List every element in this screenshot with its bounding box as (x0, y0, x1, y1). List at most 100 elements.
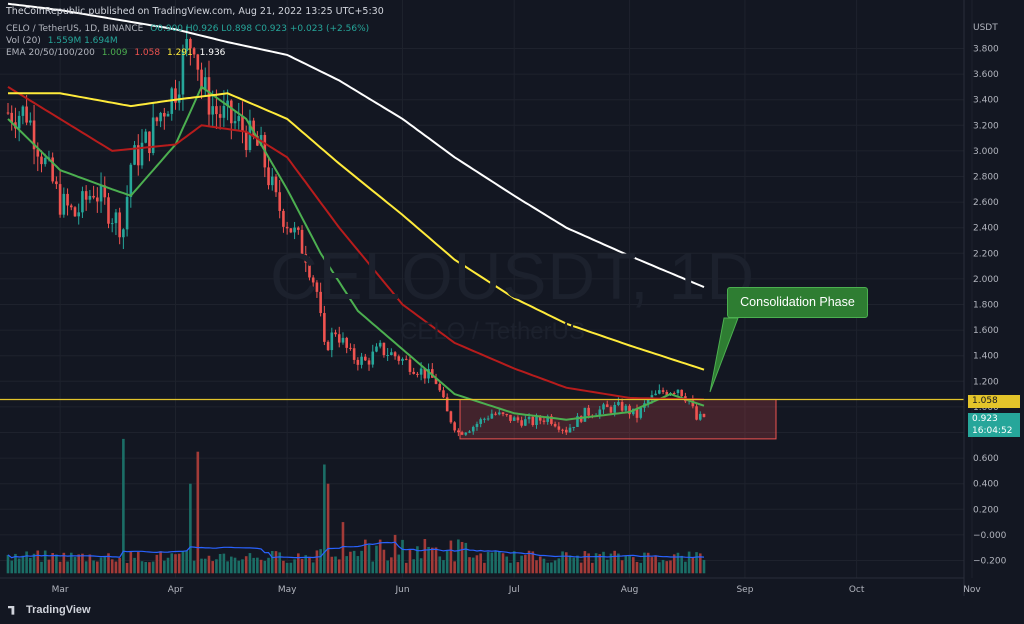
volume-bar (531, 551, 535, 574)
candle-body (412, 371, 415, 374)
volume-bar (29, 557, 32, 574)
volume-bar (427, 546, 430, 574)
symbol-legend[interactable]: CELO / TetherUS, 1D, BINANCE O0.900 H0.9… (6, 24, 369, 35)
volume-bar (140, 561, 144, 574)
volume-bar (553, 560, 557, 574)
candle-body (676, 389, 680, 394)
price-tick-label: −0.000 (973, 531, 1007, 541)
volume-bar (230, 556, 233, 574)
volume-bar (684, 561, 687, 574)
candle-body (512, 417, 516, 421)
volume-bar (43, 550, 47, 574)
candle-body (553, 423, 557, 427)
candle-body (349, 347, 352, 349)
bar-countdown: 16:04:52 (972, 426, 1013, 436)
volume-bar (501, 553, 505, 574)
volume-bar (680, 555, 683, 574)
candle-body (434, 377, 438, 384)
candle-body (445, 397, 449, 412)
volume-bar (631, 557, 635, 574)
volume-bar (438, 556, 442, 574)
candle-body (278, 192, 282, 211)
candle-body (21, 106, 25, 116)
volume-bar (371, 561, 375, 574)
time-axis: Mar Apr May Jun Jul Aug Sep Oct Nov (0, 577, 981, 595)
volume-bar (349, 551, 352, 574)
volume-bar (665, 561, 669, 574)
candle-body (356, 359, 360, 365)
volume-bar (423, 539, 427, 574)
volume-bar (401, 539, 404, 574)
price-tick-label: 3.600 (973, 70, 999, 80)
candle-body (51, 157, 54, 182)
consolidation-label[interactable]: Consolidation Phase (727, 287, 868, 318)
volume-bar (21, 555, 25, 574)
volume-bar (244, 556, 248, 574)
volume-bar (159, 551, 162, 574)
volume-bar (583, 551, 587, 574)
time-tick-label: May (278, 585, 297, 595)
candle-body (118, 212, 121, 238)
candle-body (375, 346, 378, 352)
volume-bar (457, 539, 460, 574)
candle-body (490, 413, 494, 419)
candle-body (300, 229, 304, 255)
volume-bar (293, 559, 296, 574)
candle-body (66, 193, 69, 206)
candle-body (639, 407, 643, 418)
volume-bar (133, 557, 136, 574)
candle-body (416, 373, 419, 375)
candle-body (453, 422, 456, 431)
volume-bar (460, 541, 464, 574)
time-tick-label: Aug (621, 585, 639, 595)
candle-body (364, 356, 367, 361)
candle-body (267, 167, 270, 186)
candle-body (233, 121, 237, 124)
ema-legend[interactable]: EMA 20/50/100/200 1.009 1.058 1.291 1.93… (6, 48, 225, 59)
candle-body (185, 39, 188, 52)
volume-bar (47, 559, 51, 574)
candle-body (69, 205, 73, 208)
price-tick-label: 0.400 (973, 480, 999, 490)
candle-body (535, 416, 538, 426)
volume-bar (393, 534, 397, 574)
tradingview-logo[interactable]: TradingView (8, 604, 91, 616)
volume-values: 1.559M 1.694M (47, 36, 118, 46)
candle-body (430, 369, 434, 378)
candle-body (230, 100, 233, 124)
candle-body (635, 408, 639, 418)
volume-bar (185, 550, 188, 574)
volume-bar (360, 550, 363, 574)
candle-body (568, 427, 572, 433)
candle-body (92, 195, 95, 198)
volume-bar (274, 551, 278, 574)
candle-body (96, 197, 99, 202)
volume-bar (390, 557, 393, 574)
candle-body (334, 332, 337, 335)
volume-bar (241, 559, 244, 574)
ema100-value: 1.291 (166, 48, 193, 58)
time-tick-label: Apr (168, 585, 184, 595)
volume-bar (334, 556, 337, 574)
volume-bar (367, 544, 371, 574)
volume-bar (285, 562, 289, 574)
candle-body (73, 207, 77, 217)
candle-body (605, 404, 609, 408)
volume-bar (207, 555, 211, 574)
volume-bar (51, 553, 54, 574)
volume-bar (356, 556, 360, 574)
volume-bar (613, 550, 616, 574)
candle-body (401, 358, 404, 361)
volume-bar (315, 550, 319, 574)
candle-body (695, 406, 698, 420)
candle-body (408, 359, 412, 372)
volume-bar (304, 555, 308, 574)
volume-legend[interactable]: Vol (20) 1.559M 1.694M (6, 36, 118, 47)
volume-bar (628, 556, 631, 574)
candle-body (438, 383, 442, 391)
volume-bar (382, 549, 386, 574)
volume-bar (252, 557, 255, 574)
candle-body (382, 342, 386, 356)
candle-body (29, 120, 32, 123)
